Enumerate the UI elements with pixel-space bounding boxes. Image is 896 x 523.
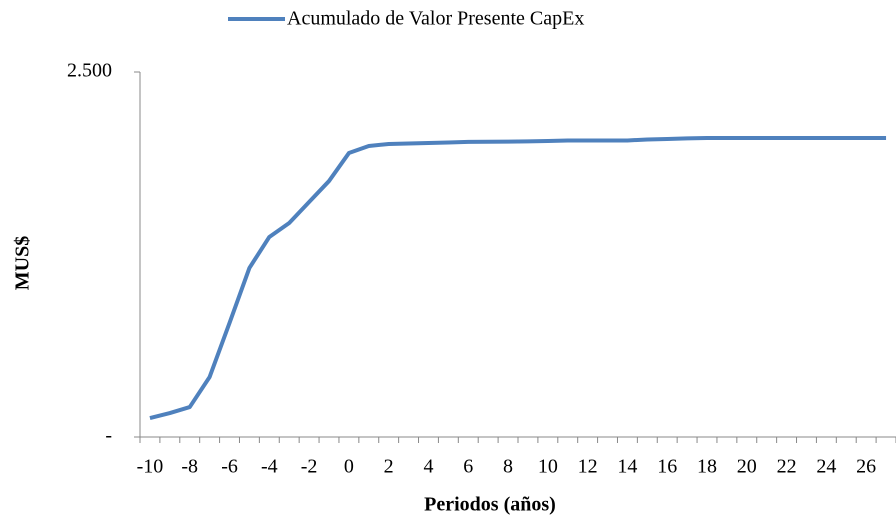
x-tick-label: 4	[423, 456, 433, 478]
x-tick-label: -4	[261, 456, 278, 478]
x-tick-label: 2	[384, 456, 394, 478]
x-tick-label: 22	[777, 456, 797, 478]
x-tick-label: 26	[856, 456, 876, 478]
x-tick-label: 20	[737, 456, 757, 478]
legend-label: Acumulado de Valor Presente CapEx	[287, 8, 584, 30]
x-tick-label: 14	[617, 456, 637, 478]
x-tick-label: 24	[816, 456, 836, 478]
x-tick-label: 10	[538, 456, 558, 478]
x-axis-label: Periodos (años)	[424, 494, 556, 516]
x-tick-label: -10	[137, 456, 164, 478]
x-tick-label: 8	[503, 456, 513, 478]
data-line	[149, 135, 887, 420]
x-tick-label: 18	[697, 456, 717, 478]
x-tick-label: 16	[657, 456, 677, 478]
x-tick-label: -6	[221, 456, 238, 478]
x-tick-label: 12	[578, 456, 598, 478]
x-tick-label: -8	[181, 456, 198, 478]
y-tick-label: 2.500	[67, 60, 112, 82]
y-tick-label: -	[105, 425, 112, 447]
y-axis-label: MUS$	[12, 236, 34, 290]
x-tick-label: -2	[301, 456, 318, 478]
x-tick-label: 6	[463, 456, 473, 478]
x-tick-label: 0	[344, 456, 354, 478]
